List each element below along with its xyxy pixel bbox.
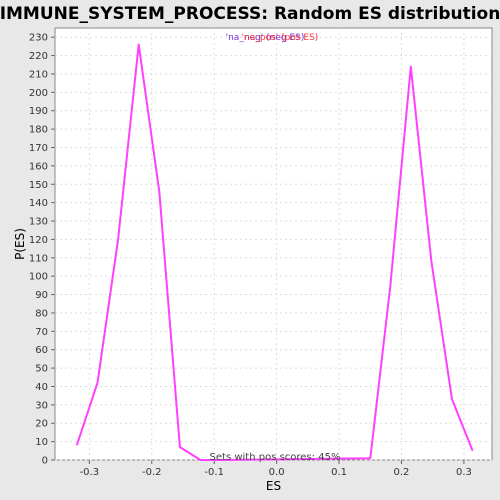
x-tick-label: -0.2 — [142, 467, 162, 478]
y-tick-label: 110 — [29, 253, 48, 264]
y-tick-label: 70 — [35, 327, 48, 338]
x-axis-label: ES — [266, 479, 281, 493]
y-tick-label: 10 — [35, 437, 48, 448]
y-tick-label: 90 — [35, 290, 48, 301]
legend-entry: 'na_neg' (neg ES) — [226, 33, 305, 43]
legend: 'na_neg' (neg ES)'na_pos' (pos ES) — [226, 33, 319, 43]
x-tick-label: -0.1 — [204, 467, 224, 478]
x-tick-label: 0.0 — [269, 467, 285, 478]
y-tick-label: 190 — [29, 106, 48, 117]
y-tick-label: 200 — [29, 88, 48, 99]
axes: 0 10 20 30 40 50 60 70 80 90 100 110 120 130 140 150 160… — [29, 33, 472, 478]
x-tick-label: 0.3 — [456, 467, 472, 478]
es-distribution-line — [75, 43, 474, 461]
y-tick-label: 60 — [35, 345, 48, 356]
y-tick-label: 150 — [29, 180, 48, 191]
y-tick-label: 50 — [35, 364, 48, 375]
chart-title: IMMUNE_SYSTEM_PROCESS: Random ES distrib… — [0, 4, 500, 24]
y-tick-label: 210 — [29, 69, 48, 80]
pos-scores-annotation: Sets with pos scores: 45% — [210, 452, 341, 463]
y-axis-label: P(ES) — [13, 228, 27, 260]
y-tick-label: 40 — [35, 382, 48, 393]
y-tick-label: 80 — [35, 308, 48, 319]
series-layer — [75, 43, 474, 461]
y-tick-label: 220 — [29, 51, 48, 62]
y-tick-label: 180 — [29, 125, 48, 136]
y-tick-label: 30 — [35, 400, 48, 411]
x-tick-label: -0.3 — [80, 467, 100, 478]
y-tick-label: 100 — [29, 272, 48, 283]
y-tick-label: 130 — [29, 217, 48, 228]
y-tick-label: 120 — [29, 235, 48, 246]
y-tick-label: 160 — [29, 161, 48, 172]
y-tick-label: 140 — [29, 198, 48, 209]
y-tick-label: 0 — [42, 456, 48, 467]
y-tick-label: 20 — [35, 419, 48, 430]
y-tick-label: 230 — [29, 33, 48, 44]
y-tick-label: 170 — [29, 143, 48, 154]
x-tick-label: 0.1 — [331, 467, 347, 478]
legend-entry: 'na_pos' (pos ES) — [242, 33, 319, 43]
plot-area — [54, 27, 493, 461]
grid-lines — [55, 28, 492, 461]
x-tick-label: 0.2 — [394, 467, 410, 478]
